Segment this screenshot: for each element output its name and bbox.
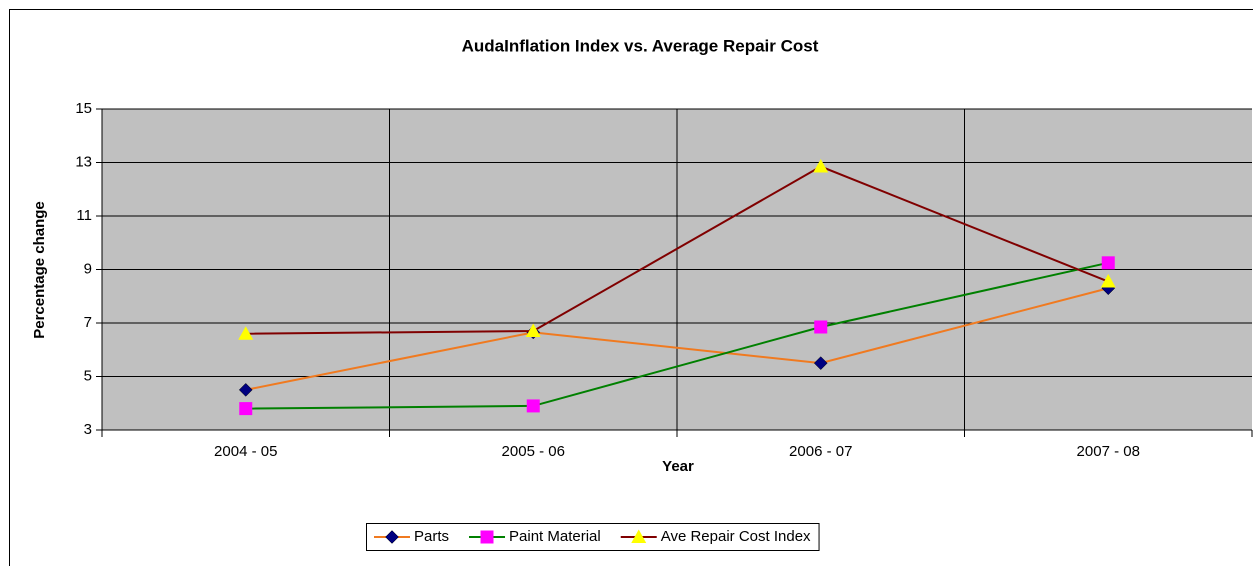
x-axis-label: Year: [662, 458, 694, 475]
y-tick-label: 9: [84, 260, 92, 277]
y-axis-label: Percentage change: [31, 201, 48, 339]
marker: [385, 530, 399, 544]
series-line: [245, 287, 1109, 391]
marker: [1100, 274, 1116, 288]
marker: [238, 326, 254, 340]
legend-label: Paint Material: [509, 528, 601, 545]
marker: [526, 399, 540, 413]
y-tick-label: 7: [84, 314, 92, 331]
y-tick-label: 3: [84, 421, 92, 438]
y-tick-label: 5: [84, 367, 92, 384]
marker: [1101, 256, 1115, 270]
marker: [238, 383, 253, 397]
x-tick-label: 2004 - 05: [214, 443, 277, 460]
x-tick-label: 2007 - 08: [1077, 443, 1140, 460]
legend: Parts Paint Material Ave Repair Cost Index: [366, 523, 820, 551]
legend-label: Ave Repair Cost Index: [661, 528, 811, 545]
y-tick-label: 11: [76, 207, 92, 224]
marker: [631, 529, 647, 543]
marker: [814, 320, 828, 334]
y-tick-label: 15: [75, 100, 92, 117]
marker: [813, 159, 829, 173]
y-tick-label: 13: [75, 153, 92, 170]
x-tick-label: 2006 - 07: [789, 443, 852, 460]
series-line: [245, 165, 1109, 335]
legend-box: [366, 523, 820, 551]
chart-title: AudaInflation Index vs. Average Repair C…: [462, 36, 819, 55]
legend-label: Parts: [414, 528, 449, 545]
marker: [239, 402, 253, 416]
x-tick-label: 2005 - 06: [502, 443, 565, 460]
marker: [525, 323, 541, 338]
marker: [480, 530, 494, 544]
series-line: [245, 261, 1109, 410]
marker: [813, 356, 828, 370]
